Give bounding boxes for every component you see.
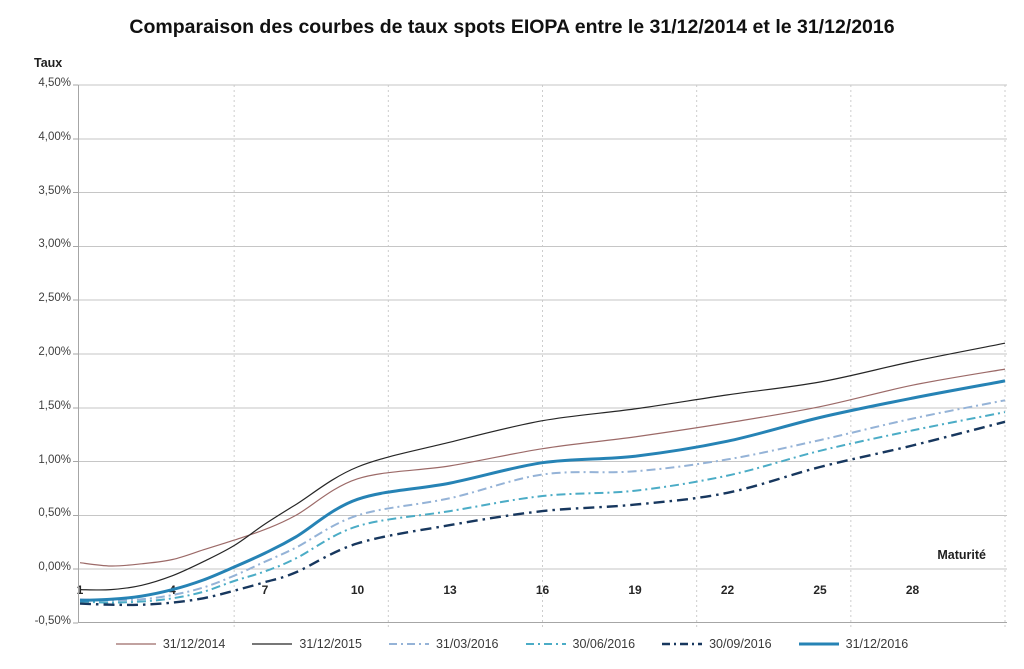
legend-label: 30/06/2016 — [572, 637, 636, 651]
y-tick-label: 2,50% — [38, 292, 71, 305]
legend: 31/12/2014 31/12/2015 31/03/2016 30/06/2016… — [0, 637, 1024, 651]
x-tick-label: 25 — [813, 583, 827, 597]
y-tick-label: -0,50% — [34, 615, 71, 627]
plot-area — [73, 84, 1007, 628]
x-tick-label: 10 — [350, 583, 365, 597]
legend-item: 31/03/2016 — [388, 637, 499, 651]
legend-item: 30/06/2016 — [525, 637, 636, 651]
y-tick-label: 3,00% — [38, 238, 71, 251]
x-tick-label: 13 — [443, 583, 457, 597]
x-axis-title: Maturité — [937, 548, 986, 562]
legend-swatch-line — [662, 642, 703, 646]
legend-item: 30/09/2016 — [662, 637, 772, 651]
legend-label: 30/09/2016 — [709, 637, 772, 651]
legend-swatch-line — [252, 643, 293, 645]
y-tick-label: 1,00% — [38, 453, 71, 466]
y-tick-label: 4,50% — [38, 77, 71, 89]
x-tick-label: 22 — [720, 583, 735, 597]
x-tick-label: 7 — [261, 583, 269, 597]
legend-item: 31/12/2014 — [115, 637, 226, 651]
legend-label: 31/12/2015 — [299, 637, 362, 651]
y-tick-label: 0,00% — [38, 561, 71, 574]
legend-label: 31/12/2016 — [845, 637, 909, 651]
legend-swatch-line — [388, 643, 429, 645]
chart-title: Comparaison des courbes de taux spots EI… — [129, 16, 895, 38]
y-axis-title: Taux — [34, 56, 63, 70]
legend-swatch-line — [525, 643, 566, 645]
y-tick-label: 1,50% — [38, 399, 71, 412]
y-tick-label: 4,00% — [38, 130, 71, 143]
series-line-31-12-2014 — [79, 368, 1006, 567]
series-line-31-12-2016 — [79, 379, 1006, 602]
legend-label: 31/03/2016 — [435, 637, 499, 651]
y-tick-label: 2,00% — [38, 346, 71, 358]
series-line-30-09-2016 — [79, 420, 1006, 607]
legend-swatch-line — [115, 643, 156, 645]
series-line-31-12-2015 — [79, 342, 1006, 591]
legend-label: 31/12/2014 — [162, 637, 226, 651]
y-tick-label: 0,50% — [38, 507, 71, 520]
x-tick-label: 19 — [628, 583, 642, 597]
x-tick-label: 28 — [905, 583, 920, 597]
legend-item: 31/12/2016 — [798, 637, 909, 651]
legend-swatch-line — [798, 642, 839, 646]
legend-item: 31/12/2015 — [252, 637, 362, 651]
series-line-31-03-2016 — [79, 399, 1006, 602]
y-tick-label: 3,50% — [38, 184, 71, 197]
